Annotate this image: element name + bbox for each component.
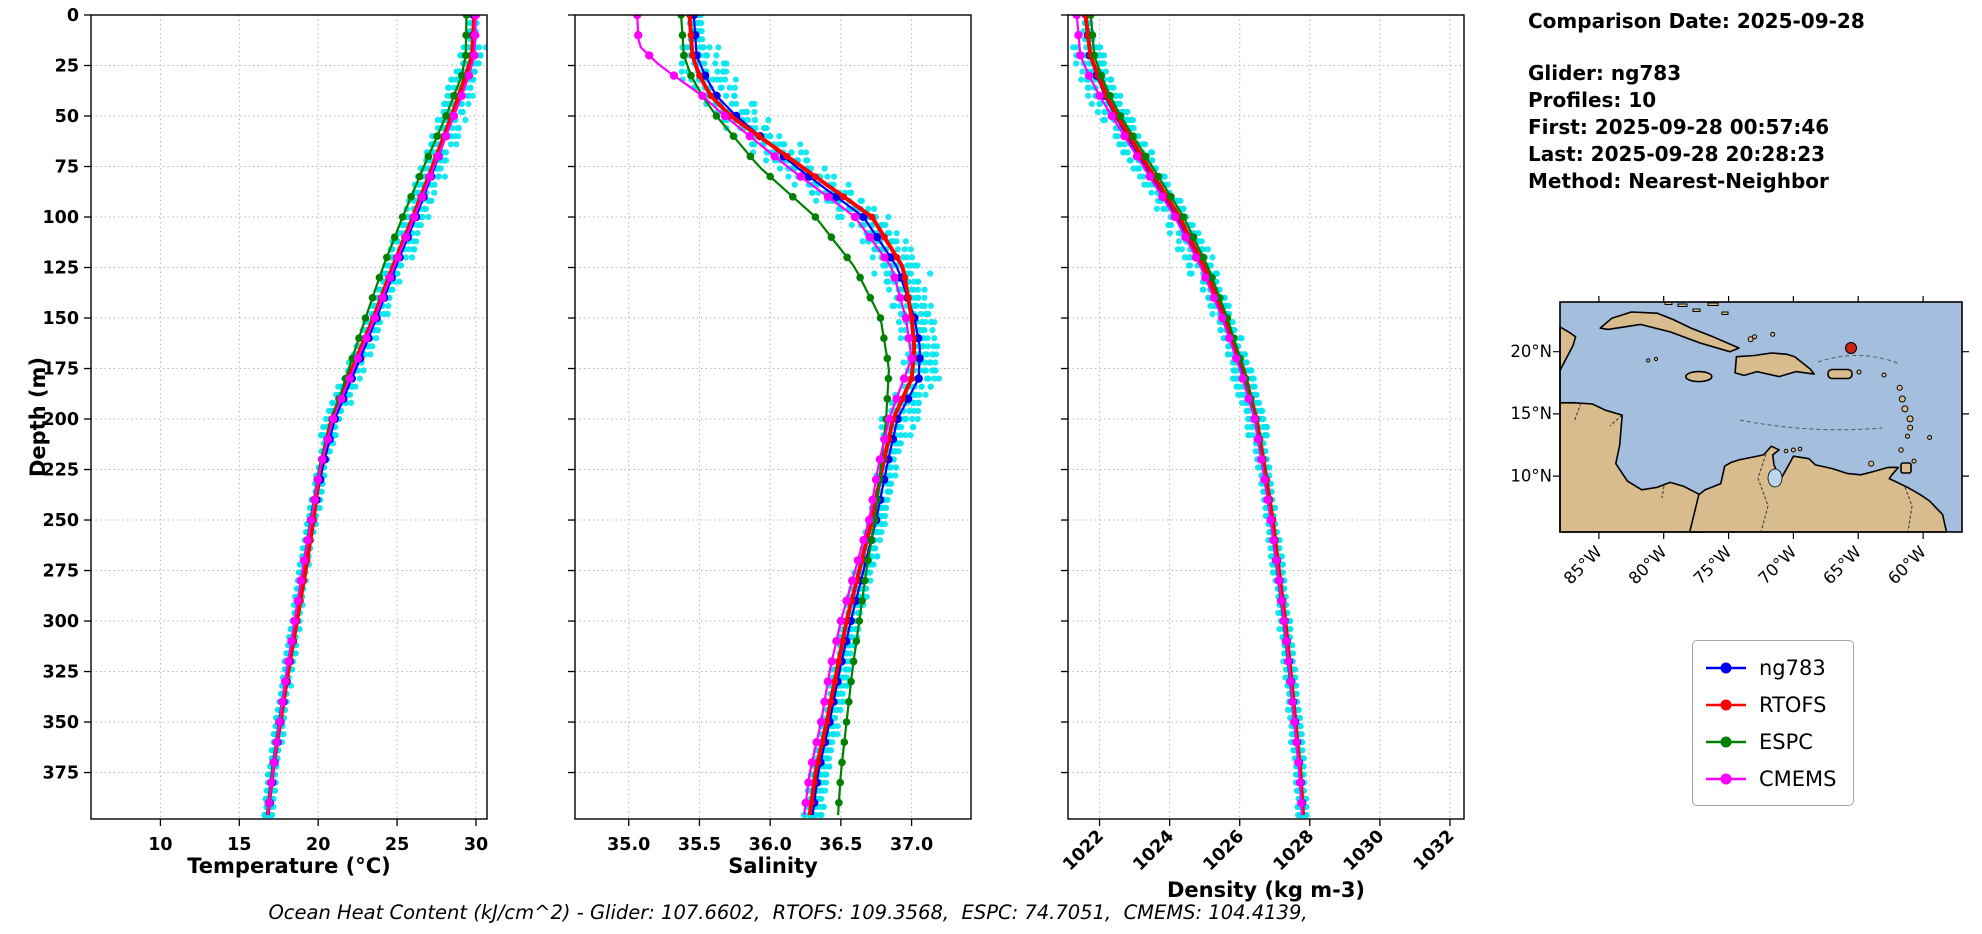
svg-text:36.5: 36.5 [819, 835, 862, 855]
temperature-profile-plot: 10 15 20 25 30 0 25 50 75 100 125 150 175 200 225 250 27… [0, 0, 500, 934]
svg-text:1024: 1024 [1130, 826, 1179, 875]
longitude-label: 75°W [1690, 542, 1736, 588]
svg-text:325: 325 [42, 663, 79, 683]
svg-text:75: 75 [55, 158, 79, 178]
svg-text:25: 25 [55, 57, 79, 77]
longitude-label: 80°W [1625, 542, 1671, 588]
maritime-boundaries [1739, 355, 1901, 431]
map-ticks [1553, 296, 1969, 539]
svg-text:150: 150 [42, 309, 79, 329]
svg-text:350: 350 [42, 713, 79, 733]
longitude-label: 65°W [1819, 542, 1865, 588]
svg-text:275: 275 [42, 562, 79, 582]
svg-text:200: 200 [42, 410, 79, 430]
map-frame [1559, 301, 1963, 533]
svg-text:36.0: 36.0 [749, 835, 792, 855]
density-profile-plot: 1022 1024 1026 1028 1030 1032 Density (kg m-3) [977, 0, 1477, 934]
bahamas [1664, 301, 1729, 315]
ohc-caption: Ocean Heat Content (kJ/cm^2) - Glider: 1… [268, 901, 1308, 924]
glider-name-text: Glider: ng783 [1528, 61, 1682, 85]
comparison-date-text: Comparison Date: 2025-09-28 [1528, 9, 1865, 33]
last-time-text: Last: 2025-09-28 20:28:23 [1528, 142, 1826, 166]
svg-text:225: 225 [42, 461, 79, 481]
lake-maracaibo [1767, 468, 1783, 488]
svg-text:1022: 1022 [1059, 826, 1108, 875]
svg-text:100: 100 [42, 208, 79, 228]
latitude-label: 15°N [1510, 404, 1552, 423]
legend-item-espc: ESPC [1703, 723, 1837, 760]
svg-text:1026: 1026 [1200, 826, 1249, 875]
svg-text:50: 50 [55, 107, 79, 127]
svg-text:0: 0 [67, 6, 79, 26]
svg-text:1028: 1028 [1270, 826, 1319, 875]
svg-text:10: 10 [148, 835, 172, 855]
island-cuba [1599, 311, 1740, 353]
salinity-profile-plot: 35.0 35.5 36.0 36.5 37.0 Salinity [484, 0, 984, 934]
svg-text:125: 125 [42, 259, 79, 279]
island-jamaica [1685, 370, 1713, 383]
svg-text:Salinity: Salinity [728, 854, 818, 878]
island-puerto-rico [1827, 368, 1853, 380]
info-gap [1528, 35, 1865, 60]
legend-label: ng783 [1759, 655, 1826, 680]
svg-text:175: 175 [42, 360, 79, 380]
map-land [1559, 311, 1948, 533]
legend-label: ESPC [1759, 729, 1813, 754]
info-panel: Comparison Date: 2025-09-28 Glider: ng78… [1528, 8, 1865, 195]
legend-item-cmems: CMEMS [1703, 760, 1837, 797]
svg-text:30: 30 [464, 835, 488, 855]
land-south-america [1688, 445, 1948, 533]
profiles-count-text: Profiles: 10 [1528, 88, 1657, 112]
legend: ng783 RTOFS ESPC CMEMS [1692, 640, 1854, 806]
svg-text:250: 250 [42, 511, 79, 531]
legend-item-rtofs: RTOFS [1703, 686, 1837, 723]
legend-label: CMEMS [1759, 766, 1837, 791]
island-trinidad [1900, 462, 1912, 474]
svg-text:35.5: 35.5 [678, 835, 721, 855]
glider-position-marker [1845, 342, 1857, 354]
svg-text:35.0: 35.0 [607, 835, 650, 855]
longitude-label: 60°W [1884, 542, 1930, 588]
svg-text:375: 375 [42, 764, 79, 784]
svg-text:1032: 1032 [1410, 826, 1459, 875]
svg-text:25: 25 [385, 835, 409, 855]
map-inset: 20°N 15°N 10°N 85°W 80°W 75°W 70°W 65°W … [1498, 296, 1978, 608]
latitude-label: 10°N [1510, 466, 1552, 485]
longitude-label: 70°W [1755, 542, 1801, 588]
legend-label: RTOFS [1759, 692, 1827, 717]
latitude-label: 20°N [1510, 342, 1552, 361]
svg-text:15: 15 [227, 835, 251, 855]
svg-text:Density (kg m-3): Density (kg m-3) [1167, 878, 1365, 902]
svg-text:37.0: 37.0 [890, 835, 933, 855]
longitude-label: 85°W [1560, 542, 1606, 588]
svg-text:300: 300 [42, 612, 79, 632]
svg-text:20: 20 [306, 835, 330, 855]
lesser-antilles [1646, 331, 1933, 467]
island-hispaniola [1734, 352, 1815, 378]
first-time-text: First: 2025-09-28 00:57:46 [1528, 115, 1830, 139]
method-text: Method: Nearest-Neighbor [1528, 169, 1829, 193]
country-borders [1573, 402, 1913, 533]
svg-text:1030: 1030 [1340, 826, 1389, 875]
legend-item-ng783: ng783 [1703, 649, 1837, 686]
svg-text:Temperature (°C): Temperature (°C) [187, 854, 390, 878]
